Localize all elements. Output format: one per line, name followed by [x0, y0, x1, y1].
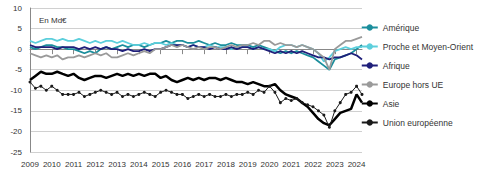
svg-text:-5: -5 — [15, 65, 23, 74]
svg-text:2017: 2017 — [195, 160, 213, 169]
svg-text:0: 0 — [18, 45, 23, 54]
svg-text:10: 10 — [13, 4, 22, 13]
svg-text:2012: 2012 — [86, 160, 104, 169]
svg-text:Amérique: Amérique — [383, 23, 420, 33]
svg-text:Asie: Asie — [383, 99, 400, 109]
svg-text:2020: 2020 — [261, 160, 279, 169]
svg-text:2021: 2021 — [282, 160, 300, 169]
svg-text:2014: 2014 — [130, 160, 148, 169]
svg-text:2013: 2013 — [108, 160, 126, 169]
svg-text:2009: 2009 — [21, 160, 39, 169]
svg-text:Proche et Moyen-Orient: Proche et Moyen-Orient — [383, 42, 474, 52]
svg-text:2015: 2015 — [152, 160, 170, 169]
svg-text:5: 5 — [18, 24, 23, 33]
svg-text:2010: 2010 — [43, 160, 61, 169]
svg-text:-20: -20 — [10, 127, 22, 136]
svg-text:En Md€: En Md€ — [39, 16, 67, 25]
svg-text:-10: -10 — [10, 86, 22, 95]
svg-text:Union européenne: Union européenne — [383, 118, 453, 128]
svg-text:2016: 2016 — [173, 160, 191, 169]
svg-text:Afrique: Afrique — [383, 61, 410, 71]
svg-text:2018: 2018 — [217, 160, 235, 169]
svg-text:2022: 2022 — [304, 160, 322, 169]
svg-text:2023: 2023 — [326, 160, 344, 169]
svg-text:2024: 2024 — [348, 160, 366, 169]
svg-text:-15: -15 — [10, 106, 22, 115]
svg-text:Europe hors UE: Europe hors UE — [383, 80, 444, 90]
svg-text:2011: 2011 — [65, 160, 83, 169]
svg-text:-25: -25 — [10, 148, 22, 157]
svg-text:2019: 2019 — [239, 160, 257, 169]
